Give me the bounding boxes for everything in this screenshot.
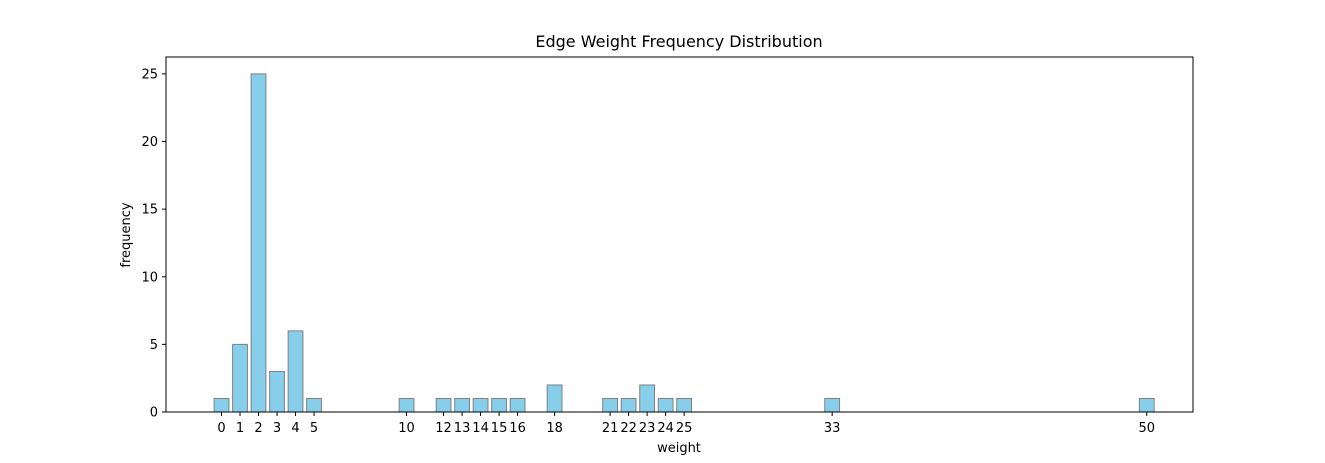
- x-tick-label: 16: [509, 421, 526, 436]
- x-tick-label: 25: [676, 421, 693, 436]
- x-tick-label: 4: [291, 421, 299, 436]
- bar-weight-12: [435, 397, 452, 413]
- bar-weight-10: [398, 397, 415, 413]
- y-tick-label: 5: [150, 338, 158, 353]
- x-tick-label: 3: [273, 421, 281, 436]
- x-tick-label: 0: [217, 421, 225, 436]
- x-tick-label: 23: [639, 421, 656, 436]
- bar-weight-25: [676, 397, 693, 413]
- x-tick-label: 14: [472, 421, 489, 436]
- bar-weight-33: [824, 397, 841, 413]
- x-tick-label: 1: [236, 421, 244, 436]
- bars-group: [213, 73, 1155, 413]
- x-tick-label: 13: [454, 421, 471, 436]
- x-tick-label: 21: [602, 421, 619, 436]
- x-tick-label: 50: [1138, 421, 1155, 436]
- bar-weight-21: [602, 397, 619, 413]
- y-axis: 0 5 10 15 20 25: [141, 67, 166, 421]
- bar-weight-23: [639, 384, 656, 413]
- x-tick-label: 33: [824, 421, 841, 436]
- bar-weight-16: [509, 397, 526, 413]
- bar-weight-13: [454, 397, 470, 413]
- x-tick-label: 24: [657, 421, 674, 436]
- bar-weight-1: [232, 343, 248, 413]
- x-tick-label: 2: [254, 421, 262, 436]
- bar-weight-5: [306, 397, 322, 413]
- bar-weight-2: [250, 73, 267, 413]
- bar-weight-18: [546, 384, 563, 413]
- chart-title: Edge Weight Frequency Distribution: [535, 32, 822, 51]
- x-tick-label: 12: [435, 421, 452, 436]
- bar-weight-50: [1138, 397, 1155, 413]
- y-tick-label: 10: [141, 270, 158, 285]
- y-tick-label: 15: [141, 203, 158, 218]
- x-tick-label: 22: [620, 421, 637, 436]
- bar-weight-22: [620, 397, 637, 413]
- y-tick-label: 0: [150, 406, 158, 421]
- bar-weight-3: [269, 370, 285, 413]
- y-axis-label: frequency: [119, 202, 134, 268]
- bar-weight-15: [491, 397, 507, 413]
- x-tick-label: 18: [546, 421, 563, 436]
- y-tick-label: 25: [141, 67, 158, 82]
- x-tick-label: 5: [310, 421, 318, 436]
- x-tick-label: 10: [398, 421, 415, 436]
- y-tick-label: 20: [141, 135, 158, 150]
- x-axis: 0 1 2 3 4 5 10 12 13 14 15 16 18 21 22 23 24 25 33 50: [217, 412, 1155, 436]
- bar-weight-0: [213, 397, 230, 413]
- x-axis-label: weight: [657, 441, 701, 456]
- bar-weight-14: [472, 397, 489, 413]
- plot-frame: [165, 56, 1194, 413]
- bar-weight-4: [287, 330, 304, 413]
- bar-weight-24: [657, 397, 674, 413]
- x-tick-label: 15: [491, 421, 508, 436]
